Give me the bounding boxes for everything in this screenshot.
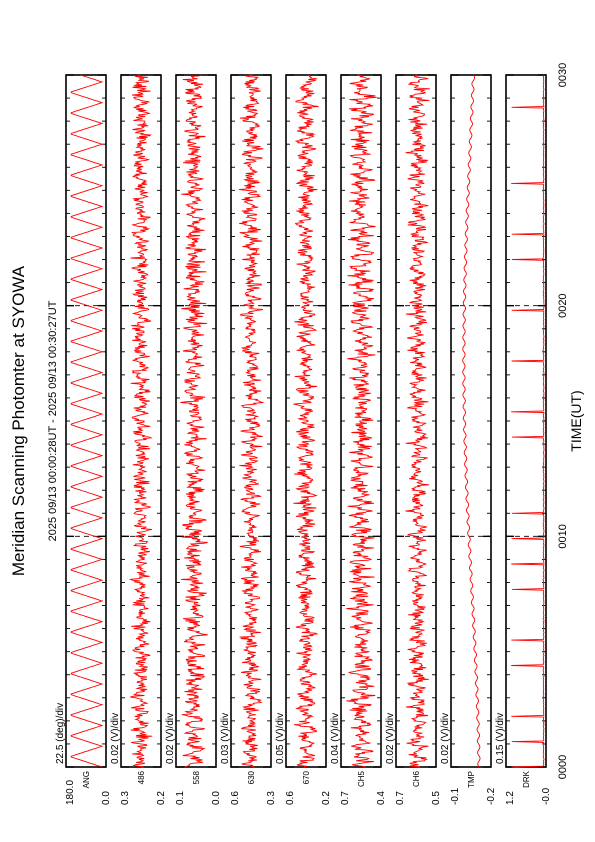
series-line-drk [511,74,545,768]
channel-name: CH6 [412,770,421,787]
series-line-558 [180,74,208,768]
y-tick-high: 1.2 [505,791,516,805]
x-tick-label: 0010 [557,524,569,548]
panel-630: 0.03 (V)/div 0.3 0.6 630 [220,74,277,805]
chart-title: Meridian Scanning Photomter at SYOWA [9,265,28,576]
scale-label: 0.02 (V)/div [165,713,176,764]
series-line-ch6 [405,74,430,768]
scale-label: 22.5 (deg)/div [55,703,66,764]
y-tick-high: 0.6 [230,791,241,805]
channel-name: CH5 [357,770,366,787]
channel-name: DRK [522,770,531,788]
y-tick-low: 0.4 [376,791,387,805]
channel-name: 558 [192,770,201,784]
panel-ch6: 0.02 (V)/div 0.5 0.7 CH6 [385,74,442,805]
series-line-ang [70,74,104,768]
x-tick-labels: 0000 0010 0020 0030 [557,63,569,779]
channel-name: 486 [137,770,146,784]
y-tick-low: -0.2 [486,787,497,805]
y-tick-low: 0.2 [321,791,332,805]
y-tick-high: 0.6 [285,791,296,805]
scale-label: 0.04 (V)/div [330,713,341,764]
y-tick-low: 0.0 [211,791,222,805]
y-tick-low: 0.3 [266,791,277,805]
panel-frame [505,74,547,768]
series-line-670 [293,74,319,768]
panel-486: 0.02 (V)/div 0.2 0.3 486 [110,74,167,805]
rotated-plot: Meridian Scanning Photomter at SYOWA 202… [9,63,584,805]
y-tick-high: 0.3 [120,791,131,805]
series-line-ch5 [346,74,377,768]
y-tick-low: 0.5 [431,791,442,805]
panel-558: 0.02 (V)/div 0.0 0.1 558 [165,74,222,805]
time-range: 2025 09/13 00:00:28UT - 2025 09/13 00:30… [47,300,59,541]
channel-name: TMP [467,771,476,788]
x-tick-label: 0030 [557,63,569,87]
y-tick-high: 0.7 [395,791,406,805]
x-tick-label: 0000 [557,755,569,779]
panel-ch5: 0.04 (V)/div 0.4 0.7 CH5 [330,74,387,805]
x-axis-label: TIME(UT) [568,390,584,451]
y-tick-high: 0.1 [175,791,186,805]
y-tick-low: -0.0 [541,787,552,805]
scale-label: 0.02 (V)/div [440,713,451,764]
panel-ang: 22.5 (deg)/div 0.0 180.0 ANG [55,74,112,805]
panel-670: 0.05 (V)/div 0.2 0.6 670 [275,74,332,805]
y-tick-high: 180.0 [65,780,76,805]
panel-frame [450,74,492,768]
y-tick-high: -0.1 [450,787,461,805]
y-tick-low: 0.0 [101,791,112,805]
series-line-630 [238,74,264,768]
panels: 22.5 (deg)/div 0.0 180.0 ANG 0.02 (V)/div 0.2… [55,74,552,805]
y-tick-low: 0.2 [156,791,167,805]
y-tick-high: 0.7 [340,791,351,805]
panel-frame [65,74,107,768]
channel-name: 630 [247,770,256,784]
x-tick-label: 0020 [557,293,569,317]
scale-label: 0.15 (V)/div [495,713,506,764]
series-line-tmp [462,74,481,768]
panel-tmp: 0.02 (V)/div -0.2 -0.1 TMP [440,74,497,805]
channel-name: ANG [82,771,91,788]
panel-drk: 0.15 (V)/div -0.0 1.2 DRK [495,74,552,805]
channel-name: 670 [302,770,311,784]
scale-label: 0.02 (V)/div [385,713,396,764]
scale-label: 0.05 (V)/div [275,713,286,764]
series-line-486 [128,74,153,768]
scale-label: 0.03 (V)/div [220,713,231,764]
scale-label: 0.02 (V)/div [110,713,121,764]
